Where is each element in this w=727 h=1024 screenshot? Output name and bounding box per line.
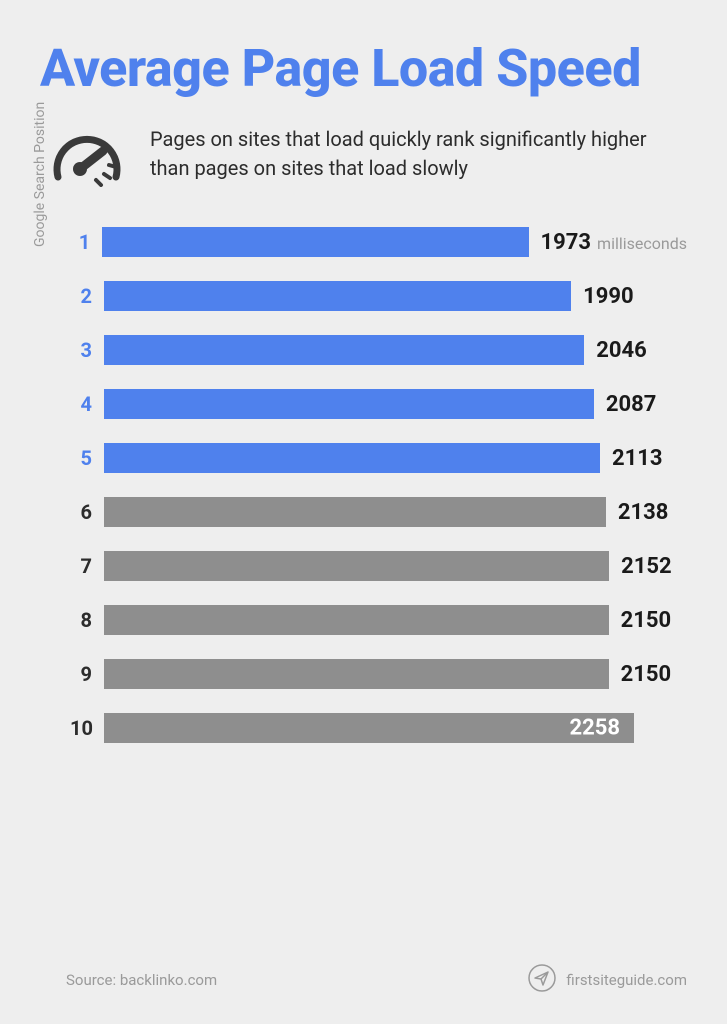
value-label: 2258 bbox=[570, 716, 621, 741]
bar bbox=[104, 443, 600, 473]
bar-row: 7 2152 bbox=[70, 551, 687, 581]
position-label: 2 bbox=[70, 284, 92, 308]
speedometer-icon bbox=[48, 125, 126, 191]
bar bbox=[104, 281, 571, 311]
value-label: 2138 bbox=[618, 500, 669, 525]
bar-row: 3 2046 bbox=[70, 335, 687, 365]
position-label: 10 bbox=[70, 716, 92, 740]
footer: Source: backlinko.com firstsiteguide.com bbox=[66, 964, 687, 996]
subtitle-row: Pages on sites that load quickly rank si… bbox=[40, 125, 687, 191]
bar-row: 9 2150 bbox=[70, 659, 687, 689]
position-label: 9 bbox=[70, 662, 92, 686]
chart-subtitle: Pages on sites that load quickly rank si… bbox=[150, 125, 687, 183]
site-credit: firstsiteguide.com bbox=[566, 971, 687, 989]
position-label: 4 bbox=[70, 392, 92, 416]
chart-title: Average Page Load Speed bbox=[40, 40, 687, 97]
bar-row: 5 2113 bbox=[70, 443, 687, 473]
bar: 2258 bbox=[104, 713, 634, 743]
bar bbox=[104, 335, 584, 365]
value-label: 1990 bbox=[583, 284, 634, 309]
position-label: 5 bbox=[70, 446, 92, 470]
bar bbox=[104, 605, 609, 635]
bar-row: 6 2138 bbox=[70, 497, 687, 527]
bar-row: 10 2258 bbox=[70, 713, 687, 743]
position-label: 8 bbox=[70, 608, 92, 632]
bar bbox=[104, 389, 594, 419]
y-axis-label: Google Search Position bbox=[32, 102, 48, 247]
bar-row: 8 2150 bbox=[70, 605, 687, 635]
bar bbox=[104, 551, 609, 581]
value-label: 2150 bbox=[621, 662, 672, 687]
bar bbox=[104, 497, 606, 527]
bar-row: 1 1973milliseconds bbox=[70, 227, 687, 257]
bar-row: 4 2087 bbox=[70, 389, 687, 419]
position-label: 1 bbox=[70, 230, 90, 254]
position-label: 6 bbox=[70, 500, 92, 524]
position-label: 3 bbox=[70, 338, 92, 362]
bar bbox=[104, 659, 609, 689]
value-label: 2113 bbox=[612, 446, 663, 471]
value-label: 2087 bbox=[606, 392, 657, 417]
paper-plane-icon bbox=[528, 964, 556, 996]
value-label: 2150 bbox=[621, 608, 672, 633]
bar-chart: Google Search Position 11973milliseconds… bbox=[40, 227, 687, 743]
value-label: 1973milliseconds bbox=[541, 230, 687, 255]
bar bbox=[102, 227, 528, 257]
unit-label: milliseconds bbox=[597, 234, 687, 253]
source-text: Source: backlinko.com bbox=[66, 971, 217, 989]
bar-row: 2 1990 bbox=[70, 281, 687, 311]
value-label: 2152 bbox=[621, 554, 672, 579]
value-label: 2046 bbox=[596, 338, 647, 363]
position-label: 7 bbox=[70, 554, 92, 578]
